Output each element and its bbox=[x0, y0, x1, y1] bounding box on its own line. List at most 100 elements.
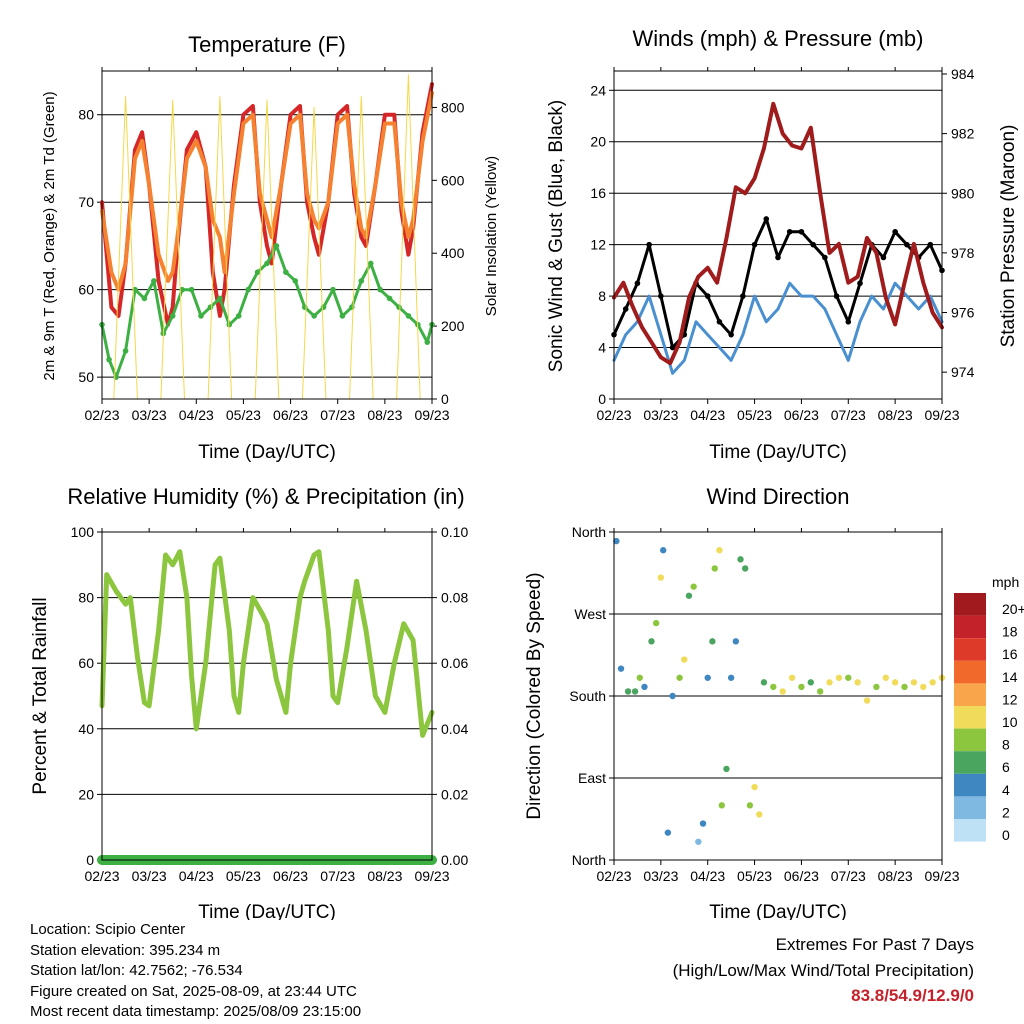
x-tick-label: 07/23 bbox=[831, 868, 866, 884]
temperature-title: Temperature (F) bbox=[188, 32, 346, 57]
series-point bbox=[396, 304, 402, 310]
y2-tick-label: 0.00 bbox=[441, 852, 468, 868]
direction-point bbox=[788, 674, 796, 681]
y2-tick-label: 0 bbox=[441, 391, 449, 407]
plot-frame bbox=[613, 70, 943, 400]
y-tick-label: 24 bbox=[590, 82, 606, 98]
series-point bbox=[358, 278, 365, 284]
series-line bbox=[612, 101, 944, 366]
x-tick-label: 07/23 bbox=[320, 407, 355, 423]
legend-swatch bbox=[954, 773, 986, 797]
series-point bbox=[339, 313, 346, 319]
direction-point bbox=[660, 547, 667, 554]
legend-label: 10 bbox=[1002, 714, 1018, 730]
y-tick-label: 100 bbox=[71, 524, 95, 540]
direction-point bbox=[882, 674, 889, 681]
direction-point bbox=[756, 811, 763, 818]
x-tick-label: 09/23 bbox=[414, 868, 449, 884]
series-point bbox=[669, 344, 676, 351]
direction-point bbox=[779, 688, 786, 695]
direction-point bbox=[613, 537, 620, 545]
series-point bbox=[264, 260, 270, 267]
x-tick-label: 09/23 bbox=[924, 407, 959, 423]
x-tick-label: 02/23 bbox=[84, 407, 119, 423]
figure-created: Figure created on Sat, 2025-08-09, at 23… bbox=[30, 982, 357, 1000]
direction-point bbox=[652, 619, 660, 627]
series-point bbox=[857, 280, 863, 287]
direction-point bbox=[727, 674, 735, 681]
y2-tick-label: 984 bbox=[951, 66, 975, 82]
direction-point bbox=[770, 683, 777, 691]
y2-tick-label: 0.02 bbox=[441, 786, 468, 802]
x-tick-label: 07/23 bbox=[320, 868, 355, 884]
direction-point bbox=[690, 583, 697, 590]
legend-swatch bbox=[954, 796, 986, 819]
direction-point bbox=[929, 679, 936, 686]
direction-point bbox=[737, 556, 744, 563]
series-line bbox=[99, 549, 435, 738]
series-point bbox=[658, 293, 664, 299]
series-point bbox=[226, 321, 233, 328]
series-point bbox=[904, 241, 910, 248]
direction-point bbox=[716, 547, 723, 554]
direction-point bbox=[873, 683, 880, 691]
series-point bbox=[704, 293, 711, 299]
y-tick-label: 40 bbox=[78, 721, 94, 737]
y-tick-label: 0 bbox=[598, 391, 606, 407]
x-tick-label: 04/23 bbox=[690, 868, 725, 884]
x-tick-label: 02/23 bbox=[84, 868, 119, 884]
y-tick-label: 20 bbox=[590, 134, 606, 150]
direction-point bbox=[835, 674, 843, 681]
y-tick-label: East bbox=[578, 770, 606, 786]
legend-swatch bbox=[954, 638, 986, 661]
series-point bbox=[775, 254, 781, 261]
series-point bbox=[207, 304, 214, 310]
series-point bbox=[833, 293, 840, 299]
direction-title: Wind Direction bbox=[706, 484, 849, 509]
y-tick-label: 60 bbox=[78, 282, 94, 298]
temperature-ylabel-left: 2m & 9m T (Red, Orange) & 2m Td (Green) bbox=[41, 91, 58, 380]
direction-point bbox=[751, 783, 758, 791]
direction-point bbox=[807, 679, 814, 686]
direction-point bbox=[669, 692, 676, 700]
direction-point bbox=[910, 679, 918, 686]
y2-tick-label: 0.04 bbox=[441, 721, 468, 737]
station-latlon: Station lat/lon: 42.7562; -76.534 bbox=[30, 962, 243, 979]
plot-frame bbox=[101, 531, 433, 861]
legend-title: mph bbox=[992, 574, 1019, 590]
y2-tick-label: 976 bbox=[951, 305, 975, 321]
legend-label: 18 bbox=[1002, 624, 1018, 640]
station-elevation: Station elevation: 395.234 m bbox=[30, 941, 221, 959]
series-point bbox=[273, 243, 280, 249]
series-point bbox=[330, 286, 336, 293]
legend-swatch bbox=[954, 683, 986, 706]
humidity-xlabel: Time (Day/UTC) bbox=[198, 902, 336, 920]
legend-label: 12 bbox=[1002, 691, 1018, 707]
direction-point bbox=[826, 679, 833, 686]
plot-frame bbox=[613, 531, 943, 861]
x-tick-label: 06/23 bbox=[784, 407, 819, 423]
series-point bbox=[740, 293, 746, 299]
y-tick-label: 80 bbox=[78, 107, 94, 123]
y2-tick-label: 0.08 bbox=[441, 590, 468, 606]
y2-tick-label: 980 bbox=[951, 185, 975, 201]
direction-point bbox=[641, 683, 648, 691]
y-tick-label: North bbox=[572, 852, 606, 868]
recent-timestamp: Most recent data timestamp: 2025/08/09 2… bbox=[30, 1003, 362, 1020]
series-point bbox=[728, 331, 734, 338]
x-tick-label: 08/23 bbox=[878, 868, 913, 884]
direction-point bbox=[863, 697, 871, 704]
legend-label: 16 bbox=[1002, 646, 1018, 662]
series-point bbox=[798, 228, 805, 235]
legend-label: 8 bbox=[1002, 737, 1010, 753]
legend-label: 20+ bbox=[1002, 601, 1024, 617]
x-tick-label: 02/23 bbox=[596, 868, 631, 884]
y-tick-label: 0 bbox=[86, 852, 94, 868]
y-tick-label: 20 bbox=[78, 786, 94, 802]
direction-point bbox=[816, 688, 824, 695]
y-tick-label: 50 bbox=[78, 369, 94, 385]
series-point bbox=[822, 254, 828, 261]
series-point bbox=[405, 313, 412, 319]
direction-point bbox=[723, 765, 730, 773]
direction-point bbox=[631, 688, 639, 695]
